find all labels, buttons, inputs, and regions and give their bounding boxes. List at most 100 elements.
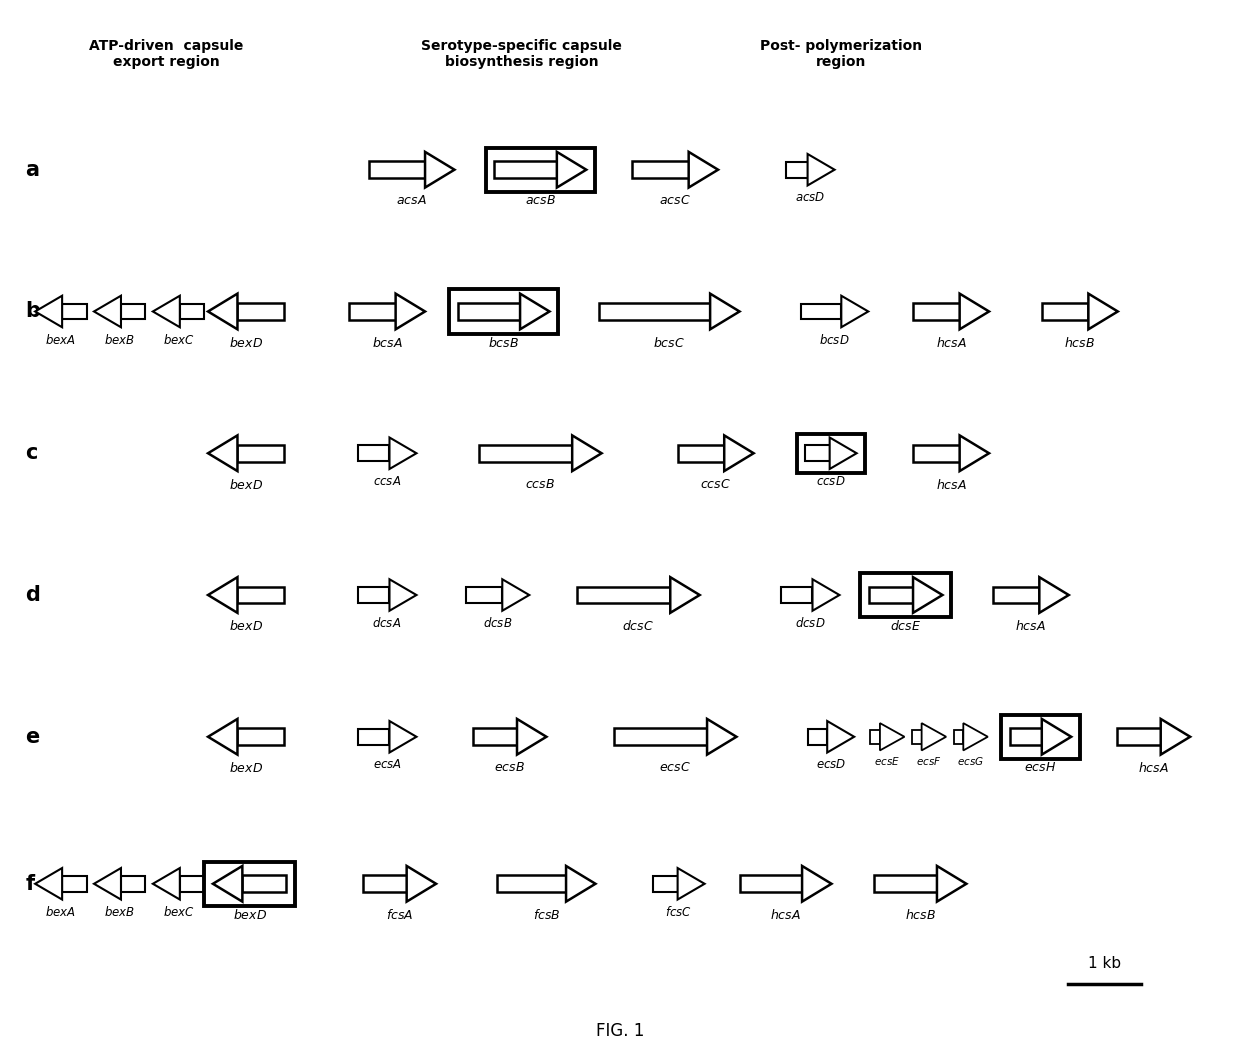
Bar [913,445,960,462]
Text: $\it{ccsA}$: $\it{ccsA}$ [373,475,402,487]
Bar [497,876,565,893]
Bar [62,876,87,892]
Text: $\it{ecsE}$: $\it{ecsE}$ [874,755,900,767]
Polygon shape [913,577,942,613]
Text: $\it{acsC}$: $\it{acsC}$ [660,194,691,207]
Bar [237,445,284,462]
Polygon shape [677,868,704,899]
Bar [458,303,520,320]
Text: 1 kb: 1 kb [1087,955,1121,971]
Text: $\it{ecsC}$: $\it{ecsC}$ [660,761,691,774]
Bar [348,303,396,320]
Bar [785,162,807,178]
Bar [357,446,389,461]
Bar [357,587,389,603]
Bar [465,587,502,603]
Bar [362,876,407,893]
Bar [781,587,812,603]
Polygon shape [807,154,835,185]
Text: $\it{bexD}$: $\it{bexD}$ [229,761,263,775]
Text: $\it{hcsA}$: $\it{hcsA}$ [1016,619,1047,633]
Bar [874,876,937,893]
Text: $\it{dcsD}$: $\it{dcsD}$ [795,616,826,631]
Polygon shape [94,296,122,328]
Polygon shape [671,577,699,613]
Polygon shape [94,868,122,899]
Polygon shape [557,152,587,187]
Bar [472,729,517,745]
Bar [357,729,389,745]
Text: $\it{hcsB}$: $\it{hcsB}$ [905,908,936,922]
Polygon shape [572,435,601,471]
Polygon shape [1039,577,1069,613]
Text: $\it{acsA}$: $\it{acsA}$ [397,194,427,207]
Text: $\it{bexB}$: $\it{bexB}$ [104,905,135,919]
Bar [913,303,960,320]
Bar [599,303,711,320]
Bar [614,729,707,745]
Text: $\it{dcsA}$: $\it{dcsA}$ [372,616,402,631]
Text: $\it{hcsA}$: $\it{hcsA}$ [1138,761,1169,775]
Text: $\it{ecsD}$: $\it{ecsD}$ [816,759,846,771]
Polygon shape [963,724,988,750]
Polygon shape [35,868,62,899]
Polygon shape [502,579,529,611]
Polygon shape [208,294,237,330]
Polygon shape [213,866,242,901]
Polygon shape [565,866,595,901]
Text: $\it{bexA}$: $\it{bexA}$ [46,905,77,919]
Text: $\it{bexC}$: $\it{bexC}$ [162,905,195,919]
Text: $\it{bcsA}$: $\it{bcsA}$ [372,336,403,350]
Bar [805,446,830,461]
Polygon shape [688,152,718,187]
Text: Post- polymerization
region: Post- polymerization region [760,39,921,69]
Polygon shape [389,579,417,611]
Text: d: d [25,585,40,605]
Text: $\it{dcsB}$: $\it{dcsB}$ [482,616,512,631]
Text: FIG. 1: FIG. 1 [595,1021,645,1040]
Polygon shape [520,294,549,330]
Text: $\it{ecsA}$: $\it{ecsA}$ [372,759,402,771]
Bar [205,862,295,905]
Bar [993,586,1039,603]
Bar [1002,715,1080,759]
Bar [237,586,284,603]
Bar [242,876,286,893]
Polygon shape [1042,719,1071,754]
Polygon shape [724,435,754,471]
Bar [180,876,205,892]
Text: $\it{bexC}$: $\it{bexC}$ [162,333,195,347]
Polygon shape [153,868,180,899]
Text: c: c [25,444,37,463]
Polygon shape [880,724,904,750]
Polygon shape [396,294,425,330]
Text: $\it{fcsC}$: $\it{fcsC}$ [666,905,692,919]
Bar [796,434,866,472]
Polygon shape [802,866,832,901]
Bar [869,586,913,603]
Text: $\it{bexA}$: $\it{bexA}$ [46,333,77,347]
Text: $\it{ccsC}$: $\it{ccsC}$ [701,478,732,491]
Bar [1116,729,1161,745]
Polygon shape [827,721,854,752]
Text: $\it{bexD}$: $\it{bexD}$ [229,336,263,350]
Text: $\it{ecsB}$: $\it{ecsB}$ [495,761,525,774]
Polygon shape [153,296,180,328]
Polygon shape [707,719,737,754]
Bar [122,303,145,319]
Bar [632,162,688,178]
Text: $\it{bcsC}$: $\it{bcsC}$ [653,336,684,350]
Polygon shape [389,437,417,469]
Text: Serotype-specific capsule
biosynthesis region: Serotype-specific capsule biosynthesis r… [422,39,622,69]
Bar [449,289,558,334]
Bar [739,876,802,893]
Text: $\it{hcsA}$: $\it{hcsA}$ [770,908,801,922]
Polygon shape [841,296,868,328]
Text: ATP-driven  capsule
export region: ATP-driven capsule export region [89,39,243,69]
Bar [807,729,827,745]
Bar [954,730,963,744]
Text: f: f [25,874,35,894]
Polygon shape [517,719,547,754]
Bar [122,876,145,892]
Polygon shape [208,577,237,613]
